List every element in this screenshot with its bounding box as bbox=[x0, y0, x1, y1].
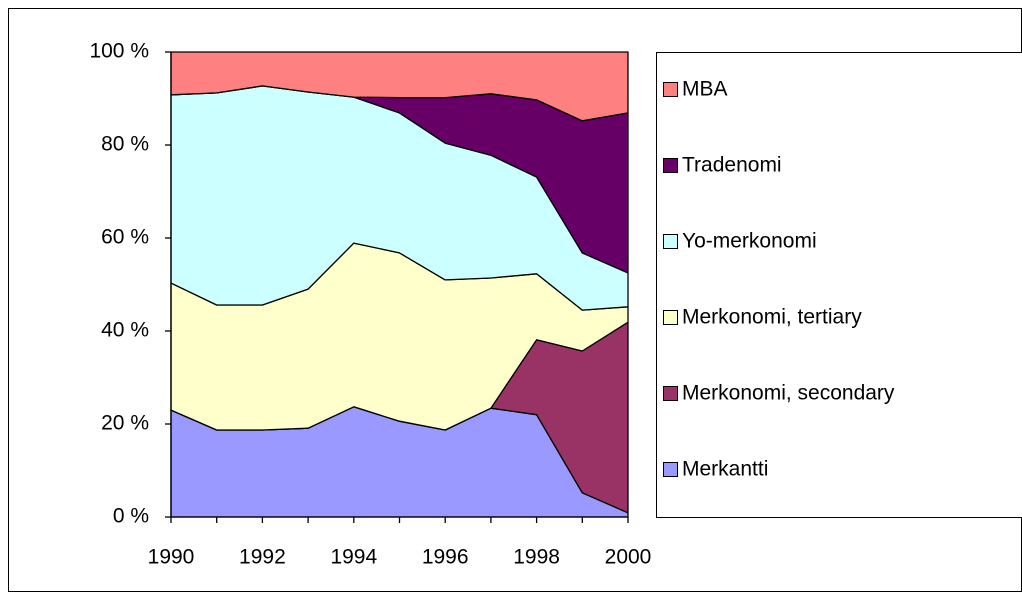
y-tick-label: 20 % bbox=[101, 412, 149, 435]
legend-label: Tradenomi bbox=[682, 154, 782, 177]
y-tick-label: 0 % bbox=[113, 505, 149, 528]
y-tick-label: 40 % bbox=[101, 319, 149, 342]
legend-swatch bbox=[663, 386, 678, 401]
legend-box bbox=[656, 52, 1022, 518]
x-tick-label: 1998 bbox=[513, 546, 560, 569]
legend-label: Merkonomi, secondary bbox=[682, 382, 895, 405]
y-tick-label: 100 % bbox=[89, 40, 149, 63]
x-tick-label: 1996 bbox=[422, 546, 469, 569]
legend-swatch bbox=[663, 310, 678, 325]
legend-label: Yo-merkonomi bbox=[682, 230, 817, 253]
y-tick-label: 80 % bbox=[101, 133, 149, 156]
legend-label: MBA bbox=[682, 78, 728, 101]
legend-swatch bbox=[663, 158, 678, 173]
x-tick-label: 1992 bbox=[239, 546, 286, 569]
legend-swatch bbox=[663, 462, 678, 477]
y-tick-label: 60 % bbox=[101, 226, 149, 249]
legend-swatch bbox=[663, 234, 678, 249]
legend-swatch bbox=[663, 82, 678, 97]
x-tick-label: 2000 bbox=[605, 546, 652, 569]
area bbox=[170, 51, 629, 122]
x-tick-label: 1994 bbox=[330, 546, 377, 569]
legend-label: Merkonomi, tertiary bbox=[682, 306, 862, 329]
x-tick-label: 1990 bbox=[148, 546, 195, 569]
legend-label: Merkantti bbox=[682, 458, 768, 481]
